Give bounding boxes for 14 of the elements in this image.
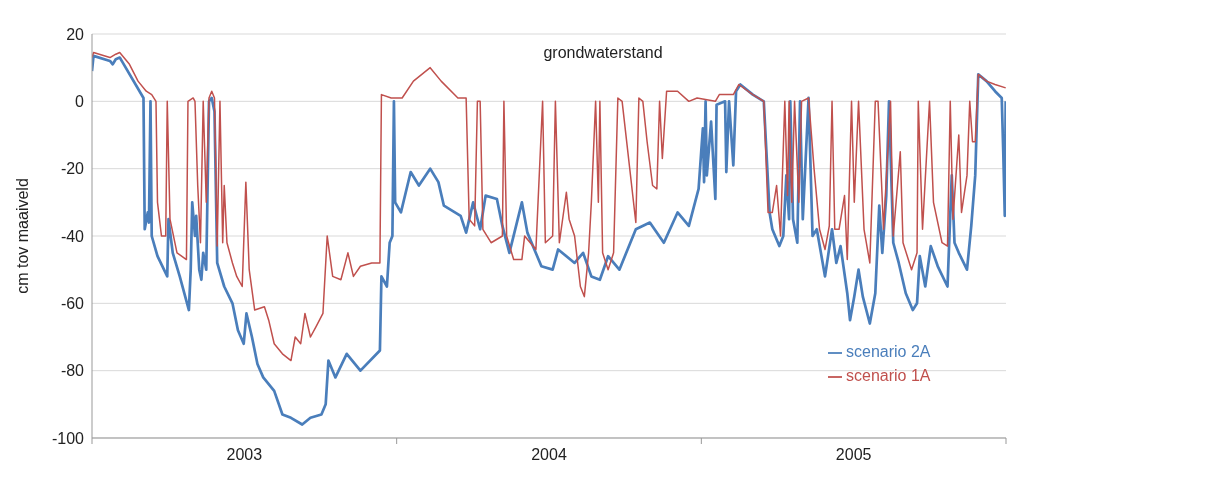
y-tick-label: 0 [75, 93, 85, 111]
x-tick-label: 2003 [226, 446, 263, 463]
y-tick-label: -20 [60, 160, 85, 178]
legend-label: scenario 2A [846, 343, 931, 360]
y-tick-label: -100 [51, 429, 85, 447]
x-tick-label: 2005 [835, 446, 872, 463]
y-tick-label: -60 [60, 295, 85, 313]
y-tick-label: -80 [60, 362, 85, 380]
y-tick-label: 20 [66, 25, 85, 43]
y-axis-title: cm tov maaiveld [13, 178, 31, 294]
y-tick-label: -40 [60, 227, 85, 245]
legend-label: scenario 1A [846, 367, 931, 384]
text: grondwaterstand [542, 44, 664, 62]
x-tick-label: 2004 [531, 446, 567, 463]
